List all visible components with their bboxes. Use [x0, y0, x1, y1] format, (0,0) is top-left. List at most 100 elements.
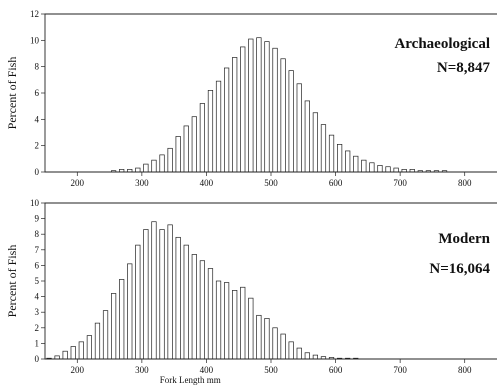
- archaeological-x-tick-label-5: 700: [393, 178, 407, 188]
- modern-y-axis-label: Percent of Fish: [5, 245, 19, 318]
- archaeological-bar-30: [288, 70, 294, 173]
- modern-bar-2: [62, 350, 68, 360]
- archaeological-annotation-count: N=8,847: [437, 60, 491, 76]
- modern-bar-24: [240, 286, 246, 360]
- archaeological-x-tick-label-3: 500: [264, 178, 278, 188]
- modern-bar-4: [78, 341, 84, 360]
- archaeological-bar-38: [353, 155, 359, 173]
- archaeological-x-tick-label-0: 200: [71, 178, 85, 188]
- archaeological-y-axis-ticks: 0 2 4 6 8 10 12: [30, 9, 45, 177]
- modern-bar-28: [272, 327, 278, 360]
- modern-bar-22: [224, 282, 230, 360]
- archaeological-annotation-title: Archaeological: [394, 36, 490, 52]
- modern-y-tick-label-9: 9: [35, 214, 40, 224]
- modern-bar-9: [119, 279, 125, 360]
- modern-bar-26: [256, 314, 262, 360]
- archaeological-bar-40: [369, 162, 375, 173]
- modern-bar-20: [207, 268, 214, 360]
- modern-x-tick-label-1: 300: [135, 365, 149, 375]
- modern-x-tick-label-4: 600: [329, 365, 343, 375]
- archaeological-bar-11: [135, 167, 141, 173]
- modern-annotation-count: N=16,064: [429, 261, 490, 277]
- modern-y-tick-label-6: 6: [35, 260, 40, 270]
- modern-bar-7: [102, 310, 109, 360]
- archaeological-bar-21: [215, 80, 222, 173]
- archaeological-x-tick-label-1: 300: [135, 178, 149, 188]
- archaeological-plot-frame: [44, 13, 497, 173]
- modern-y-axis-ticks: 0 1 2 3 4 5 6 7 8 9 10: [30, 198, 45, 364]
- modern-bar-1: [54, 355, 60, 360]
- archaeological-bar-32: [304, 100, 310, 173]
- archaeological-bar-43: [393, 167, 399, 173]
- modern-bar-11: [135, 244, 141, 360]
- archaeological-bar-42: [385, 166, 391, 173]
- modern-y-tick-label-10: 10: [30, 198, 40, 208]
- archaeological-y-tick-label-4: 8: [35, 62, 40, 72]
- archaeological-bar-41: [377, 165, 383, 173]
- modern-bar-8: [110, 293, 117, 360]
- modern-bar-32: [304, 352, 310, 360]
- modern-x-axis-label: Fork Length mm: [160, 375, 221, 385]
- archaeological-bar-18: [191, 116, 197, 173]
- modern-bar-19: [199, 260, 206, 360]
- archaeological-y-tick-label-3: 6: [35, 88, 40, 98]
- archaeological-x-tick-label-2: 400: [200, 178, 214, 188]
- archaeological-bar-13: [151, 159, 157, 173]
- archaeological-bar-19: [199, 103, 206, 173]
- archaeological-bar-25: [248, 38, 254, 173]
- archaeological-bar-37: [345, 150, 351, 173]
- modern-x-tick-label-0: 200: [71, 365, 85, 375]
- modern-bar-30: [288, 341, 294, 360]
- modern-bar-15: [167, 224, 173, 360]
- modern-bar-6: [94, 322, 101, 360]
- archaeological-bar-36: [337, 144, 343, 173]
- modern-y-tick-label-2: 2: [35, 323, 40, 333]
- archaeological-bar-31: [296, 83, 302, 173]
- modern-x-tick-label-6: 800: [458, 365, 472, 375]
- archaeological-bar-14: [159, 154, 165, 173]
- archaeological-bar-29: [280, 58, 286, 173]
- modern-y-tick-label-5: 5: [35, 276, 40, 286]
- modern-x-axis-ticks: 200 300 400 500 600 700 800: [71, 359, 472, 375]
- archaeological-y-tick-label-0: 0: [35, 167, 40, 177]
- modern-y-tick-label-0: 0: [35, 354, 40, 364]
- modern-bar-27: [264, 318, 270, 360]
- modern-bar-21: [215, 280, 222, 360]
- archaeological-bar-17: [183, 125, 189, 173]
- modern-annotation-title: Modern: [438, 231, 490, 247]
- archaeological-bars: [110, 37, 448, 173]
- archaeological-bar-39: [361, 159, 367, 173]
- modern-bars: [46, 221, 359, 360]
- modern-bar-16: [175, 236, 181, 360]
- archaeological-y-tick-label-6: 12: [30, 9, 39, 19]
- modern-x-tick-label-5: 700: [393, 365, 407, 375]
- archaeological-x-axis-ticks: 200 300 400 500 600 700 800: [71, 172, 472, 188]
- modern-x-tick-label-3: 500: [264, 365, 278, 375]
- modern-bar-12: [143, 229, 149, 360]
- archaeological-y-tick-label-1: 2: [35, 141, 40, 151]
- modern-bar-29: [280, 333, 286, 360]
- archaeological-x-tick-label-4: 600: [329, 178, 343, 188]
- archaeological-bar-20: [207, 90, 214, 173]
- archaeological-bar-16: [175, 136, 181, 173]
- modern-bar-31: [296, 347, 302, 360]
- archaeological-bar-35: [328, 134, 335, 173]
- modern-bar-13: [151, 221, 157, 360]
- modern-bar-5: [86, 335, 92, 360]
- archaeological-bar-26: [256, 37, 262, 173]
- modern-panel: 0 1 2 3 4 5 6 7 8 9 10 200 300 400 500 600 700 800 Perce…: [5, 198, 497, 385]
- modern-bar-25: [248, 297, 254, 360]
- modern-y-tick-label-7: 7: [35, 245, 40, 255]
- archaeological-y-axis-label: Percent of Fish: [5, 57, 19, 130]
- archaeological-bar-33: [312, 112, 319, 173]
- modern-bar-17: [183, 244, 189, 360]
- modern-y-tick-label-1: 1: [35, 338, 40, 348]
- modern-y-tick-label-8: 8: [35, 229, 40, 239]
- modern-y-tick-label-4: 4: [35, 292, 40, 302]
- archaeological-bar-22: [224, 67, 230, 173]
- archaeological-bar-23: [232, 57, 238, 173]
- archaeological-bar-28: [272, 47, 278, 173]
- modern-bar-14: [159, 229, 165, 360]
- archaeological-bar-34: [320, 124, 327, 173]
